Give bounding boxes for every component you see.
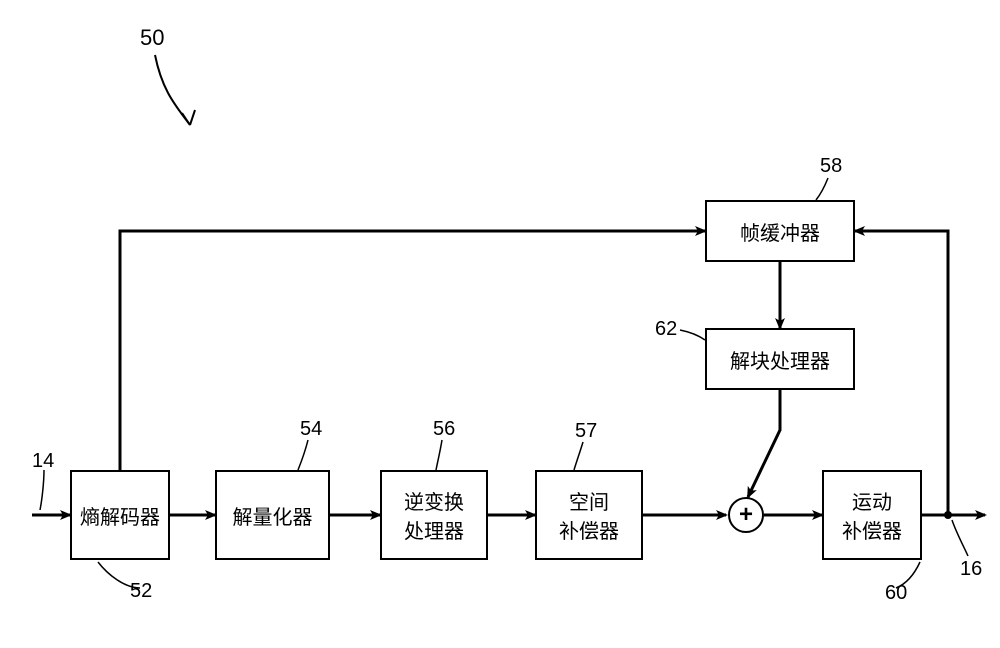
- box-label: 帧缓冲器: [740, 217, 820, 246]
- ref-label-62: 62: [655, 318, 677, 341]
- box-label: 解块处理器: [730, 345, 830, 374]
- io-label-16: 16: [960, 558, 982, 581]
- leader-57: [574, 442, 583, 470]
- figure-ref-50: 50: [140, 25, 164, 51]
- leader-14: [40, 470, 44, 510]
- ref-label-58: 58: [820, 155, 842, 178]
- adder-node: +: [728, 497, 764, 533]
- box-label: 逆变换 处理器: [404, 486, 464, 544]
- adder-symbol: +: [739, 501, 753, 529]
- box-label: 熵解码器: [80, 501, 160, 530]
- box-label: 运动 补偿器: [842, 486, 902, 544]
- io-label-14: 14: [32, 450, 54, 473]
- ref-label-57: 57: [575, 420, 597, 443]
- box-label: 解量化器: [233, 501, 313, 530]
- leader-16: [952, 520, 968, 556]
- ref-label-56: 56: [433, 418, 455, 441]
- diagram-canvas: 50 熵解码器 解量化器 逆变换 处理器 空间 补偿器 运动 补偿器 帧缓冲器 …: [0, 0, 1000, 648]
- box-spatial-compensator: 空间 补偿器: [535, 470, 643, 560]
- title-pointer-arrow: [155, 55, 190, 125]
- arrow-deblock-to-adder: [748, 390, 780, 497]
- box-motion-compensator: 运动 补偿器: [822, 470, 922, 560]
- leader-54: [298, 440, 308, 470]
- box-deblocking-processor: 解块处理器: [705, 328, 855, 390]
- box-dequantizer: 解量化器: [215, 470, 330, 560]
- ref-label-60: 60: [885, 582, 907, 605]
- box-inverse-transform: 逆变换 处理器: [380, 470, 488, 560]
- ref-label-52: 52: [130, 580, 152, 603]
- leader-62: [680, 330, 705, 340]
- tap-dot: [944, 511, 952, 519]
- box-frame-buffer: 帧缓冲器: [705, 200, 855, 262]
- ref-label-54: 54: [300, 418, 322, 441]
- arrow-entropy-to-framebuf: [120, 231, 705, 470]
- box-label: 空间 补偿器: [559, 486, 619, 544]
- box-entropy-decoder: 熵解码器: [70, 470, 170, 560]
- leader-58: [816, 178, 828, 200]
- leader-56: [436, 440, 442, 470]
